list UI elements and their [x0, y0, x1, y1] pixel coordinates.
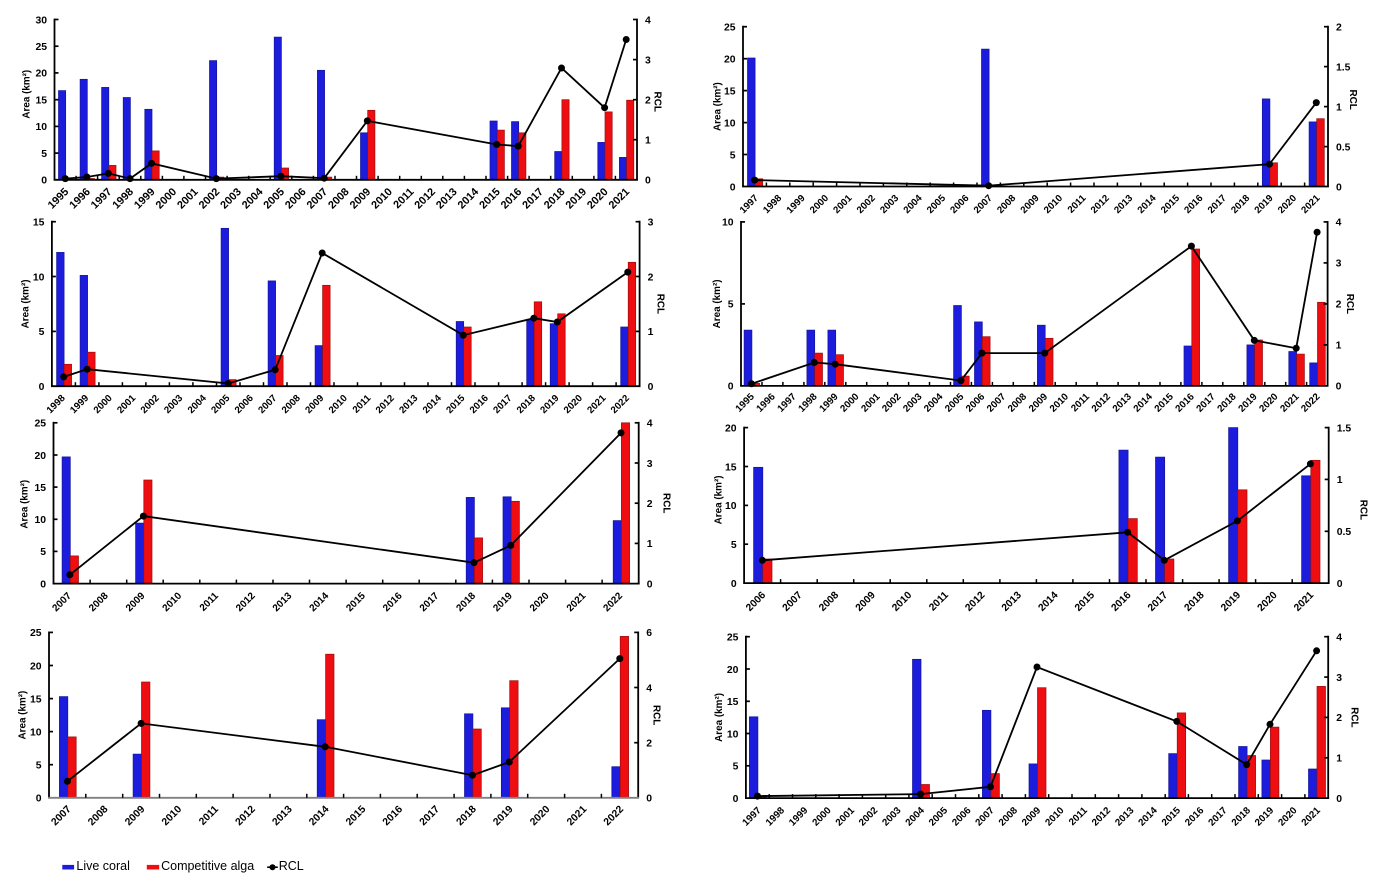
svg-text:5: 5: [730, 150, 736, 161]
svg-text:RCL: RCL: [1358, 500, 1369, 520]
svg-text:RCL: RCL: [1348, 707, 1359, 727]
svg-text:RCL: RCL: [1344, 294, 1355, 314]
svg-text:4: 4: [1336, 218, 1342, 229]
svg-text:20: 20: [34, 451, 46, 462]
svg-text:RCL: RCL: [650, 705, 661, 725]
svg-text:1: 1: [648, 327, 654, 338]
svg-text:0.5: 0.5: [1336, 142, 1351, 153]
svg-text:4: 4: [647, 419, 653, 430]
svg-text:0: 0: [733, 794, 739, 805]
svg-text:25: 25: [30, 628, 42, 639]
svg-text:30: 30: [35, 15, 47, 26]
svg-text:2: 2: [1336, 300, 1342, 311]
svg-text:Area (km²): Area (km²): [713, 82, 724, 131]
svg-text:20: 20: [30, 661, 42, 672]
svg-text:0: 0: [1336, 182, 1342, 193]
svg-text:15: 15: [35, 96, 47, 107]
svg-text:5: 5: [36, 761, 42, 772]
svg-text:0.5: 0.5: [1337, 527, 1352, 538]
svg-text:25: 25: [724, 23, 736, 34]
svg-text:2: 2: [647, 499, 653, 510]
svg-text:6: 6: [646, 628, 652, 639]
svg-text:20: 20: [35, 69, 47, 80]
svg-text:2: 2: [646, 739, 652, 750]
svg-text:5: 5: [728, 300, 734, 311]
svg-text:0: 0: [41, 176, 47, 187]
svg-text:20: 20: [727, 665, 739, 676]
svg-text:15: 15: [724, 86, 736, 97]
svg-text:1: 1: [1337, 475, 1343, 486]
svg-text:20: 20: [724, 55, 736, 66]
svg-text:0: 0: [645, 176, 651, 187]
svg-text:0: 0: [648, 382, 654, 393]
svg-text:0: 0: [39, 382, 45, 393]
svg-text:0: 0: [1337, 579, 1343, 590]
svg-text:4: 4: [1336, 633, 1342, 644]
svg-text:20: 20: [725, 423, 737, 434]
svg-text:3: 3: [648, 218, 654, 229]
svg-text:Area (km²): Area (km²): [713, 475, 724, 524]
svg-text:5: 5: [731, 540, 737, 551]
svg-text:0: 0: [731, 579, 737, 590]
svg-text:0: 0: [1336, 382, 1342, 393]
svg-text:1: 1: [647, 539, 653, 550]
svg-text:RCL: RCL: [661, 493, 672, 513]
svg-text:15: 15: [33, 218, 45, 229]
svg-text:Area (km²): Area (km²): [18, 691, 29, 740]
svg-text:1: 1: [1336, 341, 1342, 352]
svg-text:10: 10: [33, 272, 45, 283]
svg-text:2: 2: [645, 96, 651, 107]
svg-text:2: 2: [1336, 713, 1342, 724]
svg-text:10: 10: [725, 501, 737, 512]
svg-text:5: 5: [40, 547, 46, 558]
svg-text:25: 25: [35, 42, 47, 53]
svg-text:Area (km²): Area (km²): [21, 70, 32, 119]
svg-text:0: 0: [646, 794, 652, 805]
svg-text:25: 25: [727, 633, 739, 644]
svg-text:Competitive alga: Competitive alga: [161, 859, 254, 873]
svg-text:1.5: 1.5: [1336, 62, 1351, 73]
svg-text:1: 1: [1336, 102, 1342, 113]
svg-text:10: 10: [722, 218, 734, 229]
svg-text:15: 15: [725, 462, 737, 473]
svg-text:1: 1: [1336, 754, 1342, 765]
svg-text:10: 10: [30, 727, 42, 738]
svg-text:25: 25: [34, 419, 46, 430]
svg-text:RCL: RCL: [1347, 89, 1358, 109]
svg-text:10: 10: [724, 118, 736, 129]
svg-text:15: 15: [34, 483, 46, 494]
svg-text:0: 0: [730, 182, 736, 193]
svg-text:4: 4: [646, 683, 652, 694]
svg-text:Area (km²): Area (km²): [714, 693, 725, 742]
svg-text:2: 2: [1336, 23, 1342, 34]
svg-text:15: 15: [727, 697, 739, 708]
svg-text:0: 0: [36, 794, 42, 805]
svg-text:0: 0: [647, 579, 653, 590]
svg-text:0: 0: [40, 579, 46, 590]
svg-text:5: 5: [39, 327, 45, 338]
svg-text:3: 3: [647, 459, 653, 470]
svg-text:2: 2: [648, 272, 654, 283]
svg-text:1.5: 1.5: [1337, 423, 1352, 434]
svg-text:3: 3: [1336, 673, 1342, 684]
svg-text:5: 5: [41, 149, 47, 160]
svg-text:4: 4: [645, 15, 651, 26]
svg-text:3: 3: [1336, 259, 1342, 270]
svg-text:Live coral: Live coral: [76, 859, 129, 873]
svg-text:Area (km²): Area (km²): [712, 279, 723, 328]
svg-text:RCL: RCL: [651, 92, 662, 112]
svg-text:Area (km²): Area (km²): [20, 480, 31, 529]
svg-text:RCL: RCL: [279, 859, 304, 873]
svg-text:RCL: RCL: [654, 294, 665, 314]
svg-text:10: 10: [35, 122, 47, 133]
svg-text:10: 10: [34, 515, 46, 526]
svg-text:3: 3: [645, 55, 651, 66]
svg-text:5: 5: [733, 762, 739, 773]
svg-text:0: 0: [1336, 794, 1342, 805]
svg-text:Area (km²): Area (km²): [20, 279, 31, 328]
svg-text:1: 1: [645, 136, 651, 147]
svg-text:0: 0: [728, 382, 734, 393]
svg-text:10: 10: [727, 729, 739, 740]
svg-text:15: 15: [30, 694, 42, 705]
